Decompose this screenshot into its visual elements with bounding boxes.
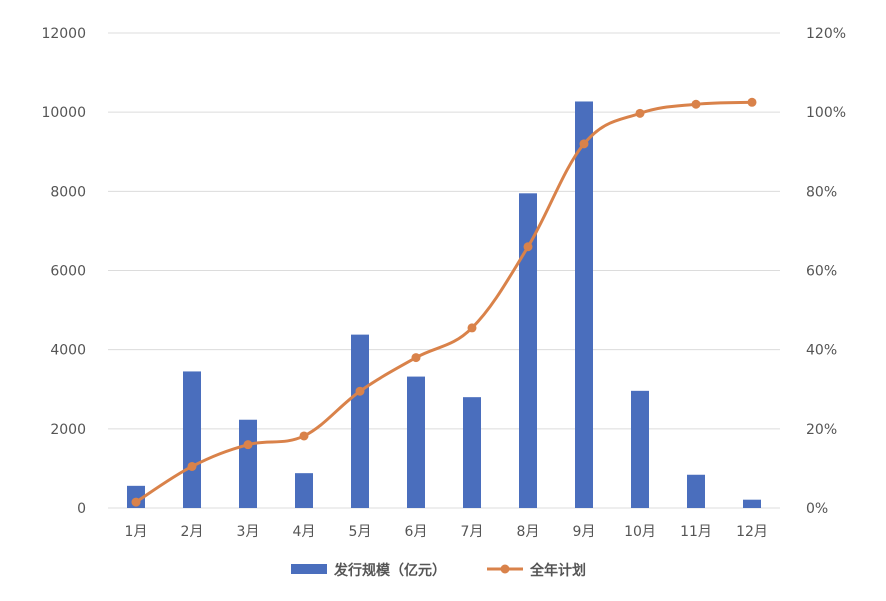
y-right-tick-label: 80% (806, 184, 837, 200)
legend-bar-label: 发行规模（亿元） (333, 562, 446, 579)
line-point (299, 431, 309, 441)
bar (631, 390, 649, 508)
line-point (243, 440, 253, 450)
bar (127, 485, 145, 508)
y-left-tick-label: 8000 (50, 184, 86, 200)
x-tick-label: 10月 (624, 524, 656, 540)
line-point (579, 139, 589, 149)
bar (687, 474, 705, 508)
x-tick-label: 7月 (461, 524, 484, 540)
line-point (355, 386, 365, 396)
y-right-tick-label: 60% (806, 264, 837, 280)
y-right-tick-label: 40% (806, 343, 837, 359)
line-point (131, 497, 141, 507)
x-tick-label: 1月 (125, 524, 148, 540)
y-right-tick-label: 0% (806, 501, 828, 517)
bar (743, 499, 761, 508)
line-series (131, 97, 757, 507)
line-point (691, 99, 701, 109)
line-point (747, 97, 757, 107)
left-axis: 0 2000 4000 6000 8000 10000 12000 (41, 26, 86, 517)
line-point (523, 242, 533, 252)
bar (183, 371, 201, 508)
legend-line-label: 全年计划 (529, 562, 586, 579)
x-tick-label: 6月 (405, 524, 428, 540)
line-point (467, 323, 477, 333)
gridlines (108, 32, 780, 509)
x-tick-label: 3月 (237, 524, 260, 540)
legend-bar-swatch (291, 564, 327, 574)
y-left-tick-label: 0 (77, 501, 86, 517)
y-left-tick-label: 6000 (50, 264, 86, 280)
x-tick-label: 12月 (736, 524, 768, 540)
y-left-tick-label: 10000 (41, 105, 86, 121)
y-left-tick-label: 12000 (41, 26, 86, 42)
right-axis: 0% 20% 40% 60% 80% 100% 120% (806, 26, 846, 517)
y-right-tick-label: 120% (806, 26, 846, 42)
series-line (135, 100, 753, 504)
legend: 发行规模（亿元） 全年计划 (291, 562, 586, 579)
x-tick-label: 8月 (517, 524, 540, 540)
bar (295, 473, 313, 508)
x-tick-label: 9月 (573, 524, 596, 540)
bar (575, 101, 593, 509)
line-point (411, 353, 421, 363)
legend-line-marker (500, 564, 510, 574)
bar (519, 193, 537, 508)
bar-series (127, 101, 761, 509)
x-tick-label: 4月 (293, 524, 316, 540)
line-point (187, 461, 197, 471)
x-axis: 1月 2月 3月 4月 5月 6月 7月 8月 9月 10月 11月 12月 (125, 524, 768, 540)
bar (351, 334, 369, 508)
bar (239, 419, 257, 508)
y-right-tick-label: 20% (806, 422, 837, 438)
y-left-tick-label: 4000 (50, 343, 86, 359)
x-tick-label: 11月 (680, 524, 712, 540)
y-right-tick-label: 100% (806, 105, 846, 121)
y-left-tick-label: 2000 (50, 422, 86, 438)
bar (463, 397, 481, 508)
line-point (635, 108, 645, 118)
bar (407, 376, 425, 508)
x-tick-label: 5月 (349, 524, 372, 540)
x-tick-label: 2月 (181, 524, 204, 540)
